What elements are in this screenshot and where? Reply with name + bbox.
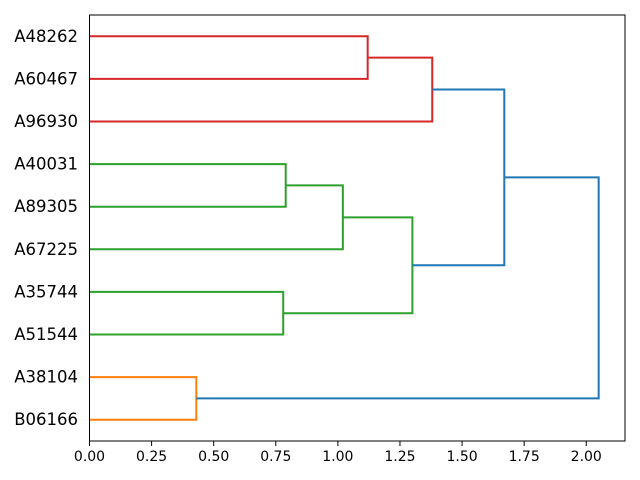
leaf-label-A67225: A67225 xyxy=(14,240,78,259)
dendrogram-link-green-4 xyxy=(283,216,414,315)
leaf-label-A40031: A40031 xyxy=(14,155,78,174)
leaf-label-A60467: A60467 xyxy=(14,69,78,88)
dendrogram-link-red-1 xyxy=(89,35,369,80)
leaf-label-A89305: A89305 xyxy=(14,197,78,216)
leaf-labels: A48262 A60467 A96930 A40031 A89305 A67225 A357… xyxy=(14,27,78,429)
leaf-label-A35744: A35744 xyxy=(14,282,78,301)
x-tick-label-1.25: 1.25 xyxy=(384,449,415,465)
x-tick-label-2.00: 2.00 xyxy=(571,449,602,465)
dendrogram-link-green-2 xyxy=(89,290,285,336)
x-tick-label-0.25: 0.25 xyxy=(136,449,167,465)
x-tick-label-1.50: 1.50 xyxy=(446,449,477,465)
x-axis: 0.00 0.25 0.50 0.75 1.00 1.25 1.50 1.75 2.00 xyxy=(74,441,602,465)
leaf-label-B06166: B06166 xyxy=(14,410,78,429)
dendrogram-link-green-1 xyxy=(89,163,287,208)
x-tick-label-0.75: 0.75 xyxy=(260,449,291,465)
plot-border xyxy=(89,14,626,442)
x-tick-label-0.50: 0.50 xyxy=(198,449,229,465)
leaf-label-A51544: A51544 xyxy=(14,325,78,344)
dendrogram-link-blue-root xyxy=(196,176,600,400)
dendrogram-link-blue-1 xyxy=(412,88,506,267)
x-tick-label-1.75: 1.75 xyxy=(509,449,540,465)
leaf-label-A96930: A96930 xyxy=(14,112,78,131)
leaf-label-A38104: A38104 xyxy=(14,368,78,387)
dendrogram-link-orange-1 xyxy=(89,376,198,421)
x-tick-label-1.00: 1.00 xyxy=(322,449,353,465)
dendrogram-links xyxy=(89,35,600,421)
x-tick-label-0.00: 0.00 xyxy=(74,449,105,465)
dendrogram-link-green-3 xyxy=(89,184,344,251)
dendrogram-link-red-2 xyxy=(89,56,434,123)
leaf-label-A48262: A48262 xyxy=(14,27,78,46)
